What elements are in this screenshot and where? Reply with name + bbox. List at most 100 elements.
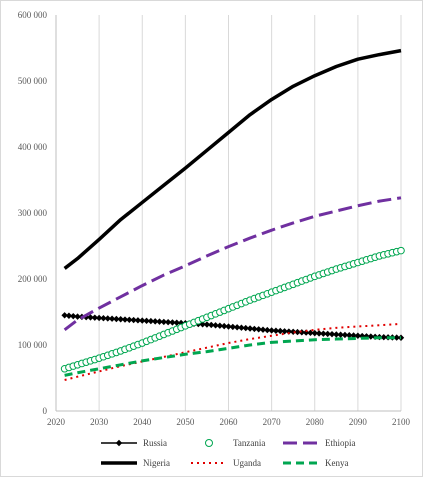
point-russia (294, 328, 301, 336)
point-russia (151, 318, 159, 325)
point-russia (268, 327, 275, 334)
series-layer (60, 48, 405, 381)
legend: Russia Tanzania Ethiopia Nigeria Uganda Kenya (101, 438, 356, 468)
point-russia (225, 323, 232, 330)
y-tick-label: 400 000 (18, 142, 48, 152)
point-russia (160, 318, 168, 326)
legend-marker-russia (115, 439, 123, 447)
legend-item-russia: Russia (101, 438, 167, 448)
point-russia (337, 331, 344, 338)
point-russia (324, 330, 331, 338)
point-russia (147, 317, 155, 325)
legend-marker-tanzania (205, 439, 213, 447)
point-russia (203, 321, 211, 328)
x-tick-label: 2070 (263, 417, 282, 427)
point-russia (212, 322, 219, 329)
point-russia (177, 319, 185, 327)
series-tanzania (60, 246, 405, 373)
point-russia (126, 316, 133, 323)
series-uganda (64, 322, 402, 381)
point-russia (100, 315, 107, 322)
legend-item-tanzania: Tanzania (205, 438, 265, 448)
y-tick-label: 300 000 (18, 208, 48, 218)
point-russia (169, 319, 176, 326)
legend-label-tanzania: Tanzania (233, 438, 265, 448)
point-russia (289, 328, 297, 335)
point-russia (216, 322, 224, 329)
y-tick-label: 100 000 (18, 340, 48, 350)
point-russia (242, 324, 249, 332)
point-russia (281, 328, 288, 335)
point-russia (246, 325, 254, 332)
point-russia (108, 315, 116, 322)
x-tick-label: 2100 (392, 417, 411, 427)
point-russia (380, 334, 387, 341)
point-russia (233, 324, 241, 331)
point-russia (229, 323, 237, 331)
legend-label-uganda: Uganda (233, 458, 261, 468)
gridlines (98, 15, 402, 411)
point-russia (70, 312, 77, 320)
point-russia (259, 326, 267, 333)
x-tick-labels: 2020 2030 2040 2050 2060 2070 2080 2090 2100 (47, 417, 411, 427)
point-russia (220, 322, 228, 330)
point-russia (328, 330, 336, 338)
point-russia (143, 317, 150, 325)
x-tick-label: 2050 (176, 417, 195, 427)
y-tick-label: 500 000 (18, 76, 48, 86)
x-tick-label: 2030 (90, 417, 109, 427)
legend-label-ethiopia: Ethiopia (325, 438, 356, 448)
point-russia (139, 317, 146, 324)
point-russia (255, 326, 262, 333)
x-tick-label: 2040 (133, 417, 152, 427)
x-tick-label: 2080 (306, 417, 325, 427)
series-line-uganda (64, 322, 402, 381)
y-tick-label: 0 (43, 406, 48, 416)
legend-label-kenya: Kenya (325, 458, 349, 468)
series-russia (61, 312, 405, 341)
legend-item-nigeria: Nigeria (101, 458, 170, 468)
point-russia (272, 327, 280, 334)
legend-item-ethiopia: Ethiopia (283, 438, 356, 448)
point-russia (164, 318, 172, 326)
x-tick-label: 2020 (47, 417, 66, 427)
point-russia (264, 326, 271, 334)
legend-item-uganda: Uganda (191, 458, 261, 468)
point-russia (65, 312, 73, 319)
series-line-nigeria (63, 48, 402, 270)
legend-label-russia: Russia (143, 438, 167, 448)
point-russia (130, 316, 137, 324)
point-russia (74, 313, 81, 320)
legend-item-kenya: Kenya (283, 458, 349, 468)
point-russia (104, 315, 111, 322)
series-ethiopia (63, 196, 402, 332)
point-russia (61, 312, 68, 319)
point-russia (121, 316, 129, 323)
y-tick-label: 200 000 (18, 274, 48, 284)
point-tanzania (397, 246, 405, 255)
series-kenya (64, 336, 401, 377)
x-tick-label: 2090 (349, 417, 368, 427)
point-russia (87, 314, 94, 321)
point-russia (277, 327, 284, 335)
point-russia (285, 328, 293, 335)
point-russia (320, 330, 327, 337)
point-russia (199, 321, 206, 328)
point-russia (367, 333, 375, 340)
point-russia (91, 314, 99, 321)
point-russia (354, 332, 362, 339)
series-nigeria (63, 48, 402, 270)
point-russia (311, 329, 318, 337)
point-russia (134, 317, 142, 324)
series-line-kenya (64, 336, 401, 377)
axes (55, 15, 401, 412)
point-russia (113, 315, 120, 323)
point-russia (307, 329, 314, 337)
point-russia (95, 314, 103, 322)
y-tick-label: 600 000 (18, 10, 48, 20)
point-russia (302, 329, 310, 336)
point-russia (208, 321, 215, 329)
point-russia (346, 332, 353, 339)
